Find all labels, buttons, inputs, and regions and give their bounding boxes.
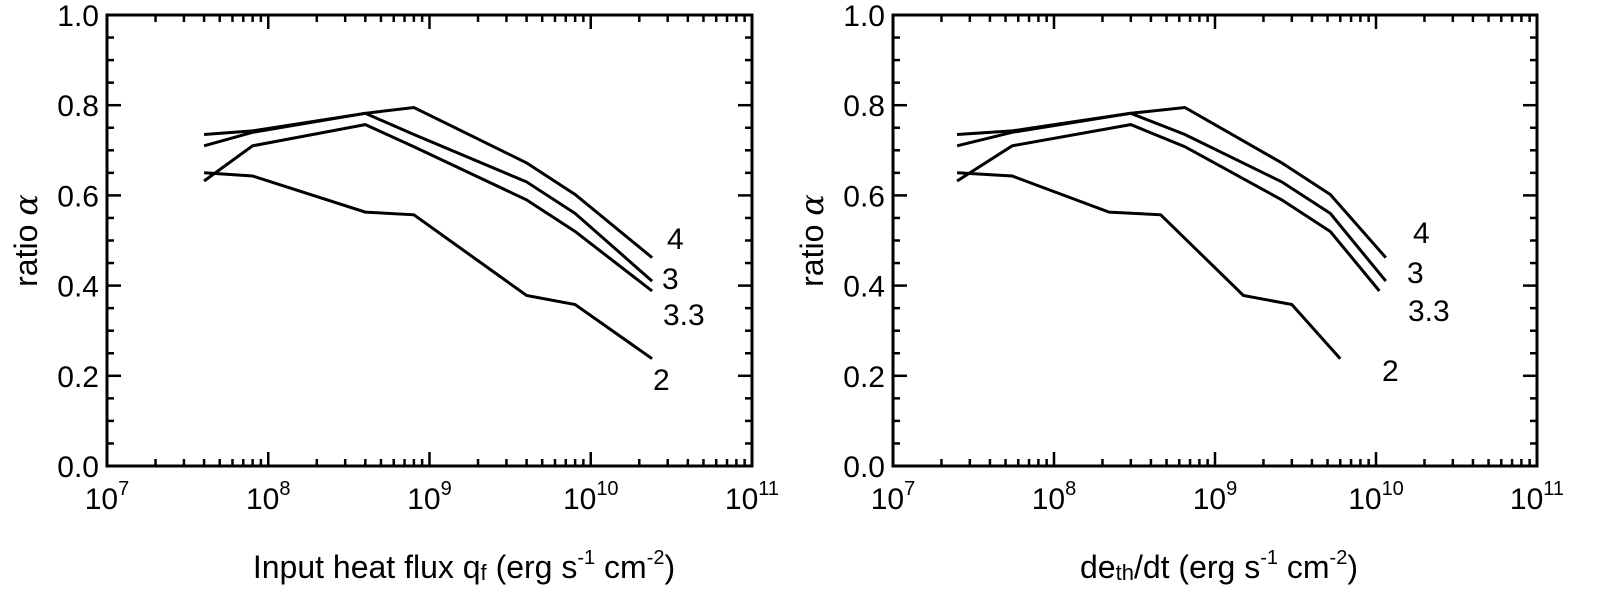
y-tick-label: 0.8 <box>57 90 99 123</box>
x-axis-label: deth/dt (erg s-1 cm-2) <box>1080 547 1358 585</box>
x-axis-label-part: -2 <box>1330 547 1348 569</box>
x-axis-label-part: /dt (erg s <box>1134 549 1260 585</box>
x-axis-label-part: Input heat flux q <box>253 549 481 585</box>
y-tick-label: 0.6 <box>843 180 885 213</box>
x-tick-base: 10 <box>1193 483 1226 516</box>
x-tick-exponent: 9 <box>441 478 452 500</box>
y-axis-label-text: ratio <box>8 216 44 287</box>
x-tick-base: 10 <box>85 483 118 516</box>
y-tick-label: 1.0 <box>843 0 885 33</box>
x-tick-base: 10 <box>246 483 279 516</box>
series-label-2: 2 <box>1382 355 1399 388</box>
x-axis-label-part: f <box>481 560 488 585</box>
panel-1: 107 108 109 1010 10110.00.20.40.60.81.0ratio… <box>7 0 779 585</box>
y-tick-label: 0.4 <box>843 271 885 304</box>
series-label-2: 2 <box>653 364 670 397</box>
series-label-3: 3 <box>1407 257 1424 290</box>
series-line-2 <box>204 171 653 360</box>
x-tick-exponent: 7 <box>904 478 915 500</box>
x-tick-exponent: 9 <box>1226 478 1237 500</box>
series-label-4: 4 <box>1413 217 1430 250</box>
x-tick-label: 108 <box>1032 478 1077 516</box>
series-line-3-3 <box>203 123 654 293</box>
plot-frame <box>891 13 1539 468</box>
x-tick-label: 107 <box>871 478 916 516</box>
x-axis-label-part: cm <box>1278 549 1330 585</box>
x-tick-exponent: 10 <box>1382 478 1404 500</box>
x-tick-base: 10 <box>725 483 758 516</box>
y-tick-label: 0.8 <box>843 90 885 123</box>
x-tick-base: 10 <box>871 483 904 516</box>
x-tick-exponent: 7 <box>118 478 129 500</box>
series-line-3-3 <box>956 123 1381 292</box>
x-tick-exponent: 8 <box>279 478 290 500</box>
y-axis-label-symbol: α <box>7 194 45 216</box>
x-tick-label: 107 <box>85 478 130 516</box>
x-axis-label-part: (erg s <box>487 549 578 585</box>
y-tick-label: 0.4 <box>57 271 99 304</box>
series-label-4: 4 <box>667 223 684 256</box>
x-axis-label-part: -1 <box>1260 547 1278 569</box>
x-tick-base: 10 <box>407 483 440 516</box>
series-label-3-3: 3.3 <box>663 299 705 332</box>
x-axis-label-part: ) <box>1347 549 1358 585</box>
series-label-3: 3 <box>662 263 679 296</box>
x-axis-label-part: th <box>1116 560 1134 585</box>
y-axis-label-symbol: α <box>793 194 831 216</box>
x-tick-label: 1010 <box>1348 478 1404 516</box>
y-tick-label: 0.2 <box>843 361 885 394</box>
plot-frame <box>105 13 754 468</box>
series-line-3 <box>203 111 654 283</box>
x-axis-label-part: -1 <box>577 547 595 569</box>
x-tick-exponent: 10 <box>596 478 618 500</box>
y-tick-label: 0.6 <box>57 180 99 213</box>
x-tick-label: 1011 <box>1510 478 1564 516</box>
x-tick-label: 1011 <box>725 478 779 516</box>
y-tick-label: 0.0 <box>57 451 99 484</box>
y-axis-label: ratio α <box>7 194 45 287</box>
x-axis-label: Input heat flux qf (erg s-1 cm-2) <box>253 547 675 585</box>
x-axis-label-part: de <box>1080 549 1116 585</box>
y-axis-label-text: ratio <box>794 216 830 287</box>
x-tick-base: 10 <box>1348 483 1381 516</box>
panel-2: 107 108 109 1010 10110.00.20.40.60.81.0ratio… <box>793 0 1564 585</box>
x-tick-exponent: 8 <box>1065 478 1076 500</box>
y-axis-label: ratio α <box>793 194 831 287</box>
y-tick-label: 1.0 <box>57 0 99 33</box>
series-line-2 <box>957 171 1342 360</box>
x-tick-label: 109 <box>1193 478 1238 516</box>
x-axis-label-part: -2 <box>647 547 665 569</box>
x-tick-base: 10 <box>1510 483 1543 516</box>
series-label-3-3: 3.3 <box>1408 295 1450 328</box>
x-axis-label-part: ) <box>665 549 676 585</box>
x-tick-base: 10 <box>1032 483 1065 516</box>
series-line-3 <box>956 111 1387 283</box>
x-tick-exponent: 11 <box>758 478 779 500</box>
y-tick-label: 0.0 <box>843 451 885 484</box>
x-axis-label-part: cm <box>595 549 647 585</box>
x-tick-label: 108 <box>246 478 291 516</box>
x-tick-label: 109 <box>407 478 452 516</box>
x-tick-exponent: 11 <box>1543 478 1564 500</box>
x-tick-base: 10 <box>563 483 596 516</box>
y-tick-label: 0.2 <box>57 361 99 394</box>
x-tick-label: 1010 <box>563 478 619 516</box>
